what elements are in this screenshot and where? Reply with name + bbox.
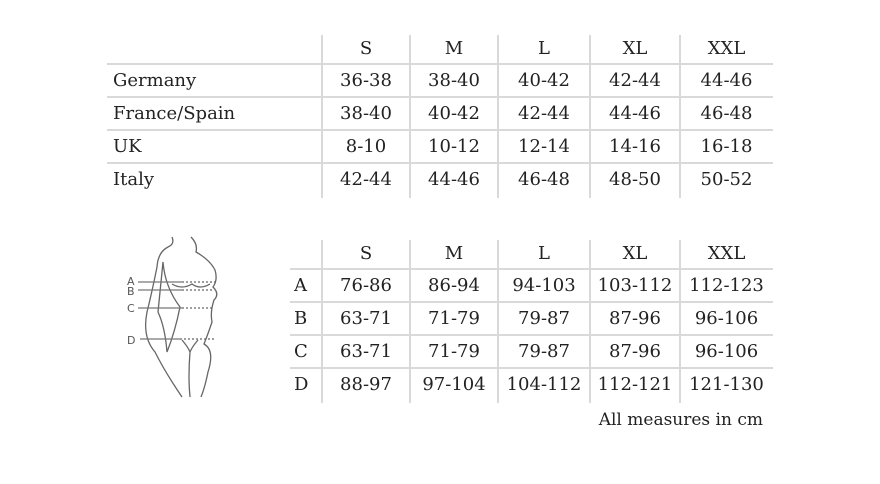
row-divider [107,162,773,164]
column-header: L [538,243,550,264]
column-header: M [444,243,464,264]
table-cell: 86-94 [428,275,480,296]
row-label: C [294,341,308,362]
row-divider [290,268,773,270]
column-divider [679,35,681,198]
row-label: B [294,308,308,329]
table-cell: 48-50 [609,169,661,190]
figure-label-b: B [127,285,135,298]
body-measurement-figure: A B C D [127,236,218,398]
table-cell: 87-96 [609,341,661,362]
column-divider [497,240,499,403]
column-header: M [444,38,464,59]
figure-label-d: D [127,334,135,347]
row-divider [290,367,773,369]
table-cell: 112-123 [689,275,764,296]
column-divider [321,35,323,198]
figure-label-c: C [127,302,135,315]
table-cell: 42-44 [518,103,570,124]
column-divider [679,240,681,403]
column-divider [409,240,411,403]
column-divider [589,240,591,403]
table-cell: 36-38 [340,70,392,91]
row-divider [107,63,773,65]
table-cell: 46-48 [518,169,570,190]
table-cell: 50-52 [700,169,753,190]
table-cell: 94-103 [512,275,576,296]
row-label: A [294,275,307,296]
table-cell: 97-104 [422,374,486,395]
table-cell: 8-10 [345,136,387,157]
table-cell: 63-71 [340,341,392,362]
table-cell: 76-86 [340,275,392,296]
table-cell: 103-112 [597,275,673,296]
table-cell: 79-87 [518,341,570,362]
column-header: XXL [707,243,746,264]
table-cell: 12-14 [518,136,570,157]
column-header: L [538,38,550,59]
column-header: S [359,38,373,59]
row-divider [290,301,773,303]
table-cell: 104-112 [506,374,582,395]
row-divider [107,96,773,98]
table-cell: 42-44 [609,70,661,91]
row-label: France/Spain [113,103,236,124]
table-cell: 121-130 [689,374,764,395]
table-cell: 87-96 [609,308,661,329]
table-cell: 46-48 [700,103,753,124]
table-cell: 71-79 [428,308,480,329]
column-divider [409,35,411,198]
row-label: UK [113,136,142,157]
table-cell: 44-46 [428,169,480,190]
table-cell: 44-46 [700,70,753,91]
row-label: D [294,374,309,395]
figure-label-a: A [127,275,135,288]
table-cell: 14-16 [609,136,661,157]
table-cell: 44-46 [609,103,661,124]
column-divider [589,35,591,198]
table-cell: 16-18 [700,136,753,157]
table-cell: 112-121 [597,374,673,395]
row-label: Germany [113,70,197,91]
table-cell: 10-12 [428,136,480,157]
table-cell: 96-106 [694,341,759,362]
row-divider [107,129,773,131]
table-cell: 63-71 [340,308,392,329]
table-cell: 38-40 [428,70,480,91]
table-cell: 71-79 [428,341,480,362]
table-cell: 40-42 [518,70,570,91]
column-header: XXL [707,38,746,59]
table-cell: 96-106 [694,308,759,329]
table-cell: 38-40 [340,103,392,124]
table-cell: 79-87 [518,308,570,329]
table-cell: 88-97 [340,374,392,395]
units-note: All measures in cm [598,410,763,430]
column-header: XL [622,243,648,264]
column-divider [321,240,323,403]
column-header: S [359,243,373,264]
table-cell: 42-44 [340,169,392,190]
row-label: Italy [113,169,155,190]
row-divider [290,334,773,336]
table-cell: 40-42 [428,103,480,124]
column-divider [497,35,499,198]
column-header: XL [622,38,648,59]
